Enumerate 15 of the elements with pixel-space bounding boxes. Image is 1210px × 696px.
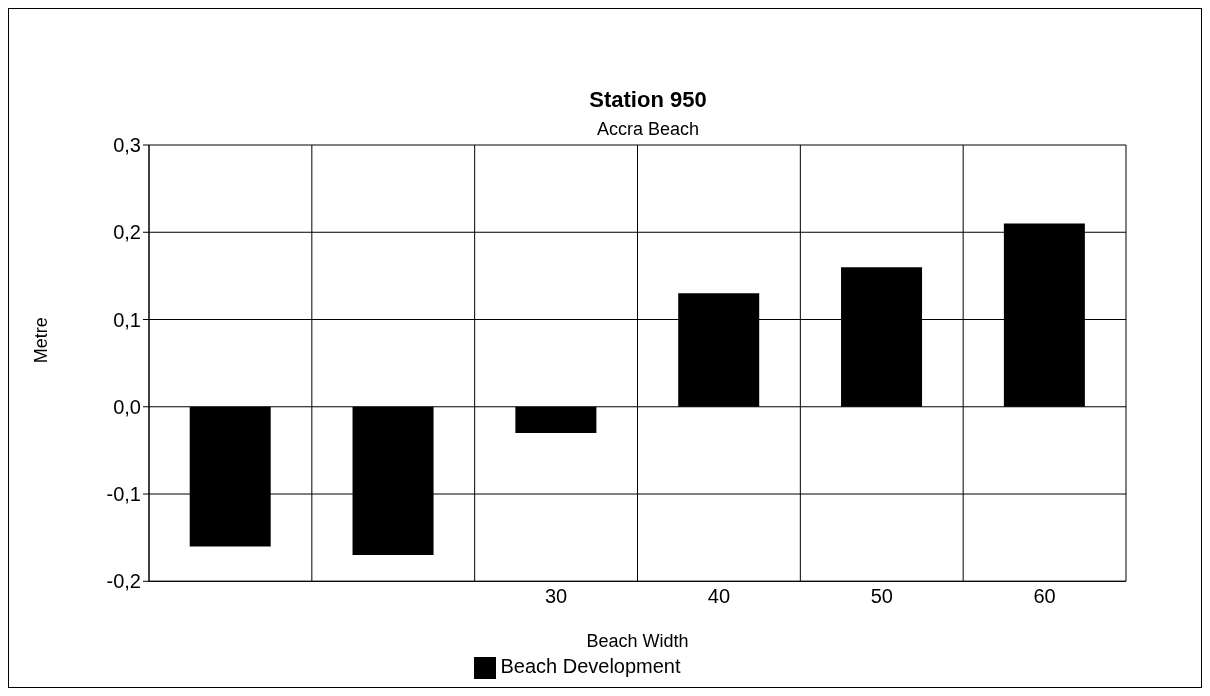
legend-label: Beach Development: [500, 655, 681, 678]
y-tick-label: 0,3: [113, 134, 141, 157]
y-tick-label: 0,2: [113, 221, 141, 244]
y-tick-label: 0,0: [113, 395, 141, 418]
chart-subtitle: Accra Beach: [596, 119, 700, 139]
x-tick-label: 50: [870, 585, 893, 608]
y-tick-label: 0,1: [113, 308, 141, 331]
x-axis-title: Beach Width: [586, 631, 689, 652]
x-tick-label: 30: [544, 585, 568, 608]
y-tick-label: -0,1: [106, 483, 141, 506]
y-tick-label: -0,2: [106, 570, 141, 593]
y-axis-title: Metre: [31, 317, 52, 364]
x-tick-label: 40: [707, 585, 731, 608]
x-tick-label: 60: [1033, 585, 1056, 608]
chart-title: Station 950: [588, 87, 708, 113]
